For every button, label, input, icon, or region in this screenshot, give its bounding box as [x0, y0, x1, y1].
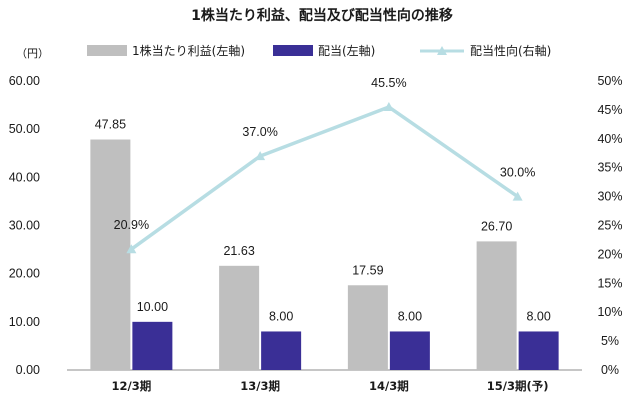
legend-swatch [87, 45, 127, 56]
y-right-tick-label: 40% [597, 132, 622, 146]
legend: 1株当たり利益(左軸) 配当(左軸) 配当性向(右軸) [87, 43, 551, 58]
chart-title: 1株当たり利益、配当及び配当性向の推移 [191, 7, 453, 24]
payout-ratio-marker [255, 151, 266, 161]
payout-ratio-data-label: 37.0% [242, 125, 277, 139]
y-left-unit-label: （円） [16, 47, 49, 60]
dividend-bar [261, 331, 302, 370]
payout-ratio-marker [512, 191, 523, 201]
y-right-tick-label: 50% [597, 74, 622, 88]
y-left-tick-label: 10.00 [9, 315, 40, 329]
eps-data-label: 26.70 [481, 219, 512, 233]
y-left-tick-label: 20.00 [9, 267, 40, 281]
x-tick-label: 12/3期 [112, 379, 152, 393]
y-right-tick-label: 20% [597, 247, 622, 261]
payout-ratio-polyline [130, 105, 519, 251]
x-tick-label: 13/3期 [240, 379, 280, 393]
payout-ratio-line [126, 102, 523, 254]
dividend-bar [132, 321, 173, 370]
dividend-data-label: 8.00 [269, 309, 293, 323]
dividend-data-label: 8.00 [398, 309, 422, 323]
dividend-bar [389, 331, 430, 370]
y-right-tick-label: 25% [597, 219, 622, 233]
payout-ratio-marker [383, 102, 394, 112]
y-left-tick-label: 60.00 [9, 74, 40, 88]
dividend-bar [518, 331, 559, 370]
y-right-tick-label: 10% [597, 305, 622, 319]
payout-ratio-data-label: 30.0% [500, 166, 535, 180]
eps-bar [90, 139, 131, 370]
y-right-tick-label: 0% [601, 363, 619, 377]
y-right-tick-label: 30% [597, 190, 622, 204]
legend-marker [437, 46, 447, 55]
y-left-tick-label: 50.00 [9, 122, 40, 136]
eps-data-label: 21.63 [223, 244, 254, 258]
payout-ratio-data-label: 45.5% [371, 76, 406, 90]
bars [90, 139, 559, 370]
y-right-tick-label: 15% [597, 276, 622, 290]
eps-data-label: 17.59 [352, 263, 383, 277]
y-right-tick-label: 45% [597, 103, 622, 117]
eps-data-label: 47.85 [95, 118, 126, 132]
dividend-data-label: 10.00 [137, 300, 168, 314]
eps-bar [476, 241, 517, 370]
payout-ratio-data-label: 20.9% [114, 218, 149, 232]
legend-label: 配当性向(右軸) [470, 43, 551, 58]
axes: 0.00 10.00 20.00 30.00 40.00 50.00 60.00 0% 5% 10… [9, 74, 623, 393]
eps-bar [347, 285, 388, 370]
dividend-data-label: 8.00 [526, 309, 550, 323]
x-tick-label: 15/3期(予) [487, 379, 549, 393]
legend-label: 配当(左軸) [318, 43, 375, 58]
data-labels: 47.85 10.00 21.63 8.00 17.59 8.00 26.70 8.00 20.… [95, 76, 551, 323]
y-left-tick-label: 40.00 [9, 170, 40, 184]
eps-bar [219, 265, 260, 370]
legend-label: 1株当たり利益(左軸) [132, 43, 245, 58]
x-tick-label: 14/3期 [369, 379, 409, 393]
y-left-tick-label: 0.00 [16, 363, 40, 377]
payout-ratio-marker [126, 244, 137, 254]
y-right-tick-label: 35% [597, 161, 622, 175]
legend-swatch [273, 45, 313, 56]
y-right-tick-label: 5% [601, 334, 619, 348]
y-left-tick-label: 30.00 [9, 219, 40, 233]
